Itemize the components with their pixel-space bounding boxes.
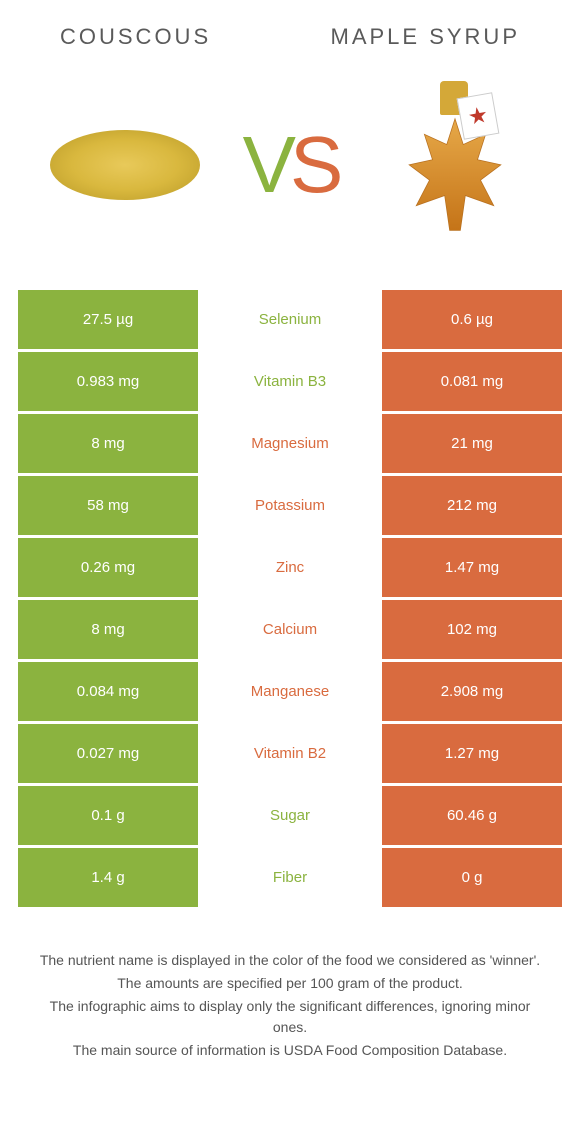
vs-s: S — [290, 119, 337, 211]
table-row: 0.983 mgVitamin B30.081 mg — [18, 352, 562, 411]
couscous-icon — [50, 130, 200, 200]
table-row: 1.4 gFiber0 g — [18, 848, 562, 907]
footer: The nutrient name is displayed in the co… — [0, 910, 580, 1083]
maple-syrup-icon — [390, 75, 520, 255]
cell-right-value: 212 mg — [382, 476, 562, 535]
cell-nutrient-name: Zinc — [198, 538, 382, 597]
vs-v: V — [243, 119, 290, 211]
cell-left-value: 0.027 mg — [18, 724, 198, 783]
cell-right-value: 21 mg — [382, 414, 562, 473]
cell-nutrient-name: Potassium — [198, 476, 382, 535]
table-row: 0.027 mgVitamin B21.27 mg — [18, 724, 562, 783]
vs-label: VS — [243, 119, 338, 211]
cell-left-value: 0.1 g — [18, 786, 198, 845]
cell-left-value: 0.983 mg — [18, 352, 198, 411]
cell-left-value: 58 mg — [18, 476, 198, 535]
cell-nutrient-name: Magnesium — [198, 414, 382, 473]
footer-line-4: The main source of information is USDA F… — [36, 1040, 544, 1061]
cell-right-value: 0.6 µg — [382, 290, 562, 349]
cell-nutrient-name: Fiber — [198, 848, 382, 907]
food-image-left — [40, 80, 210, 250]
table-row: 58 mgPotassium212 mg — [18, 476, 562, 535]
footer-line-3: The infographic aims to display only the… — [36, 996, 544, 1038]
cell-right-value: 102 mg — [382, 600, 562, 659]
table-row: 27.5 µgSelenium0.6 µg — [18, 290, 562, 349]
table-row: 8 mgCalcium102 mg — [18, 600, 562, 659]
cell-nutrient-name: Calcium — [198, 600, 382, 659]
cell-right-value: 0.081 mg — [382, 352, 562, 411]
table-row: 0.26 mgZinc1.47 mg — [18, 538, 562, 597]
cell-left-value: 8 mg — [18, 414, 198, 473]
food-image-right — [370, 80, 540, 250]
cell-nutrient-name: Sugar — [198, 786, 382, 845]
title-right: MAPLE SYRUP — [331, 24, 521, 50]
cell-right-value: 60.46 g — [382, 786, 562, 845]
cell-right-value: 0 g — [382, 848, 562, 907]
cell-nutrient-name: Vitamin B3 — [198, 352, 382, 411]
footer-line-1: The nutrient name is displayed in the co… — [36, 950, 544, 971]
cell-right-value: 1.47 mg — [382, 538, 562, 597]
comparison-table: 27.5 µgSelenium0.6 µg0.983 mgVitamin B30… — [0, 290, 580, 907]
cell-left-value: 27.5 µg — [18, 290, 198, 349]
cell-left-value: 1.4 g — [18, 848, 198, 907]
cell-nutrient-name: Selenium — [198, 290, 382, 349]
cell-nutrient-name: Manganese — [198, 662, 382, 721]
header: COUSCOUS MAPLE SYRUP — [0, 0, 580, 60]
cell-right-value: 2.908 mg — [382, 662, 562, 721]
cell-nutrient-name: Vitamin B2 — [198, 724, 382, 783]
cell-left-value: 0.084 mg — [18, 662, 198, 721]
title-left: COUSCOUS — [60, 24, 211, 50]
hero: VS — [0, 60, 580, 290]
table-row: 8 mgMagnesium21 mg — [18, 414, 562, 473]
cell-right-value: 1.27 mg — [382, 724, 562, 783]
table-row: 0.1 gSugar60.46 g — [18, 786, 562, 845]
cell-left-value: 8 mg — [18, 600, 198, 659]
cell-left-value: 0.26 mg — [18, 538, 198, 597]
table-row: 0.084 mgManganese2.908 mg — [18, 662, 562, 721]
footer-line-2: The amounts are specified per 100 gram o… — [36, 973, 544, 994]
